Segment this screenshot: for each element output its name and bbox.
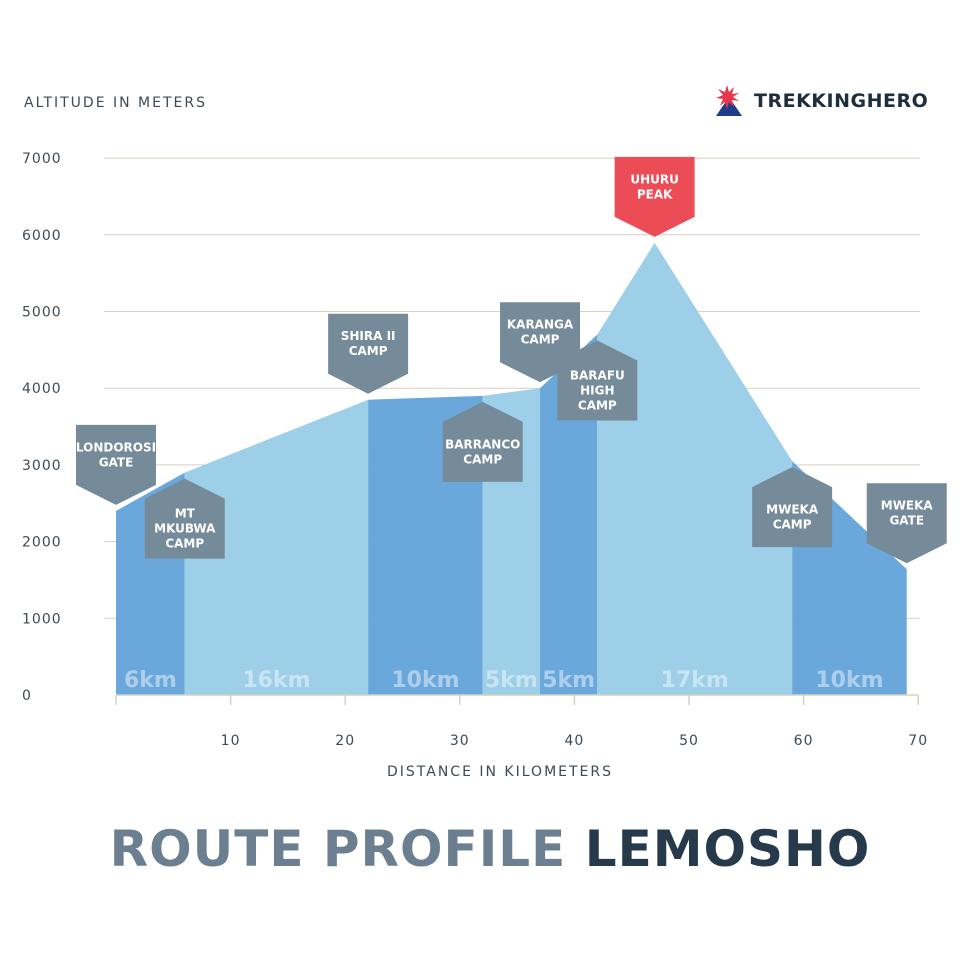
camp-marker-shape: [144, 478, 225, 559]
camp-label: MT: [175, 507, 196, 521]
x-axis-title: DISTANCE IN KILOMETERS: [387, 764, 613, 780]
segment-distance-labels: 6km 16km 10km 5km 5km 17km 10km: [124, 668, 884, 693]
camp-marker-shape: [557, 340, 638, 421]
x-tick-label: 10: [221, 733, 241, 749]
x-tick-label: 30: [450, 733, 470, 749]
route-segment: [184, 399, 369, 695]
camp-marker-shape: [614, 156, 695, 237]
camp-label: CAMP: [165, 537, 204, 551]
segment-distance-label: 6km: [124, 668, 177, 693]
camp-label: GATE: [889, 514, 924, 528]
y-tick-label: 3000: [22, 458, 62, 474]
camp-marker-shape: [328, 313, 409, 394]
segment-distance-label: 16km: [242, 668, 310, 693]
segment-distance-label: 5km: [542, 668, 595, 693]
title-route-profile: ROUTE PROFILE: [109, 820, 567, 878]
segment-distance-label: 10km: [815, 668, 883, 693]
camp-label: MWEKA: [881, 499, 934, 513]
camp-label: MKUBWA: [154, 522, 216, 536]
brand-name: TREKKINGHERO: [754, 90, 929, 112]
x-tick-label: 20: [335, 733, 355, 749]
y-axis-title: ALTITUDE IN METERS: [24, 95, 207, 111]
y-tick-label: 7000: [22, 151, 62, 167]
camp-label: BARAFU: [570, 369, 625, 383]
x-tick-label: 60: [794, 733, 814, 749]
y-tick-label: 1000: [22, 611, 62, 627]
x-axis: 10 20 30 40 50 60 70: [115, 694, 928, 749]
camp-marker-shape: [442, 401, 523, 482]
page-title: ROUTE PROFILE LEMOSHO: [0, 820, 980, 878]
camp-label: CAMP: [349, 344, 388, 358]
camp-label: PEAK: [637, 187, 673, 201]
title-lemosho: LEMOSHO: [584, 820, 871, 878]
camp-marker-shape: [76, 424, 156, 505]
y-tick-label: 2000: [22, 535, 62, 551]
mountain-star-icon: [716, 85, 742, 116]
camp-label: SHIRA II: [341, 329, 396, 343]
route-segment: [540, 334, 598, 695]
x-tick-label: 50: [679, 733, 699, 749]
segment-distance-label: 10km: [391, 668, 459, 693]
camp-label: UHURU: [630, 172, 679, 186]
camp-label: CAMP: [463, 452, 502, 466]
camp-label: KARANGA: [507, 318, 574, 332]
camp-label: CAMP: [578, 399, 617, 413]
y-axis-ticks: 0 1000 2000 3000 4000 5000 6000 7000: [22, 151, 62, 704]
camp-label: MWEKA: [766, 503, 819, 517]
x-tick-label: 70: [908, 733, 928, 749]
segment-distance-label: 5km: [485, 668, 538, 693]
camp-label: CAMP: [521, 333, 560, 347]
x-tick-label: 40: [564, 733, 584, 749]
y-tick-label: 5000: [22, 305, 62, 321]
y-tick-label: 4000: [22, 381, 62, 397]
route-segment: [597, 242, 793, 695]
camp-label: BARRANCO: [445, 437, 520, 451]
camp-label: HIGH: [580, 384, 614, 398]
camp-label: LONDOROSI: [76, 440, 156, 454]
y-tick-label: 6000: [22, 228, 62, 244]
camp-marker-shape: [752, 467, 833, 548]
y-tick-label: 0: [22, 688, 32, 704]
brand-logo: TREKKINGHERO: [712, 84, 928, 118]
camp-label: CAMP: [773, 518, 812, 532]
camp-marker-shape: [866, 483, 947, 564]
segment-distance-label: 17km: [661, 668, 729, 693]
camp-label: GATE: [99, 455, 134, 469]
